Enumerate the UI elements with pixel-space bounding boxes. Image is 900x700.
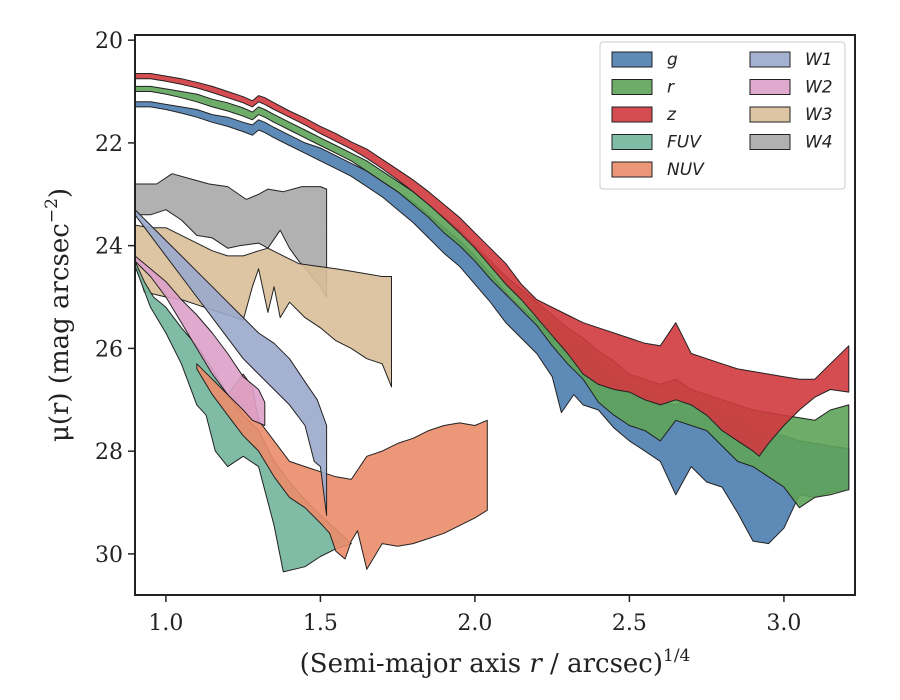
legend-swatch-w4	[749, 134, 791, 150]
x-tick-label: 1.5	[303, 611, 338, 636]
legend-label-nuv: NUV	[667, 160, 705, 180]
plot-frame	[134, 34, 856, 596]
legend-swatch-w1	[749, 51, 791, 68]
x-axis-label-italic: r	[529, 649, 543, 679]
y-tick-label: 20	[95, 29, 123, 54]
band-z	[134, 73, 850, 457]
y-axis-label-main: μ(r) (mag arcsec	[45, 223, 75, 442]
y-axis-label-exponent: −2	[42, 198, 62, 223]
x-axis-label-suffix: / arcsec)	[542, 649, 663, 679]
y-tick-label: 22	[95, 132, 123, 157]
legend-label-w2: W2	[805, 78, 833, 98]
legend-label-w4: W4	[805, 133, 833, 153]
y-tick-label: 30	[95, 543, 123, 568]
legend-label-z: z	[666, 105, 677, 125]
y-tick-label: 26	[95, 337, 123, 362]
legend-swatch-w2	[749, 79, 791, 95]
legend-frame	[599, 41, 846, 190]
x-axis-label: (Semi-major axis r / arcsec)1/4	[300, 646, 691, 679]
y-axis-ticks: 20 22 24 26 28 30	[95, 29, 135, 568]
legend-swatch-w3	[749, 106, 791, 123]
profile-bands	[134, 73, 850, 573]
legend-swatch-z	[611, 106, 653, 123]
legend-swatch-r	[611, 79, 653, 95]
band-r	[134, 85, 850, 509]
legend-swatch-fuv	[611, 134, 653, 150]
y-tick-label: 24	[95, 235, 123, 260]
x-axis-ticks: 1.0 1.5 2.0 2.5 3.0	[148, 595, 801, 636]
x-tick-label: 1.0	[148, 611, 183, 636]
legend-swatch-g	[611, 51, 653, 68]
y-axis-label-close: )	[45, 188, 75, 198]
x-axis-label-exponent: 1/4	[663, 646, 690, 666]
y-tick-label: 28	[95, 440, 123, 465]
x-tick-label: 2.0	[457, 611, 492, 636]
x-tick-label: 3.0	[766, 611, 801, 636]
legend: grz FUV NUV W1 W2 W3 W4	[599, 41, 846, 190]
legend-label-w1: W1	[805, 50, 833, 70]
legend-swatch-nuv	[611, 161, 653, 178]
band-w1	[134, 209, 328, 516]
x-axis-label-prefix: (Semi-major axis	[300, 649, 530, 679]
x-tick-label: 2.5	[612, 611, 647, 636]
legend-label-r: r	[667, 78, 675, 98]
legend-label-w3: W3	[805, 105, 833, 125]
band-w2	[134, 255, 266, 426]
legend-label-g: g	[667, 50, 678, 70]
y-axis-label: μ(r) (mag arcsec−2)	[42, 188, 75, 442]
legend-label-fuv: FUV	[667, 133, 702, 153]
band-nuv	[196, 363, 488, 570]
